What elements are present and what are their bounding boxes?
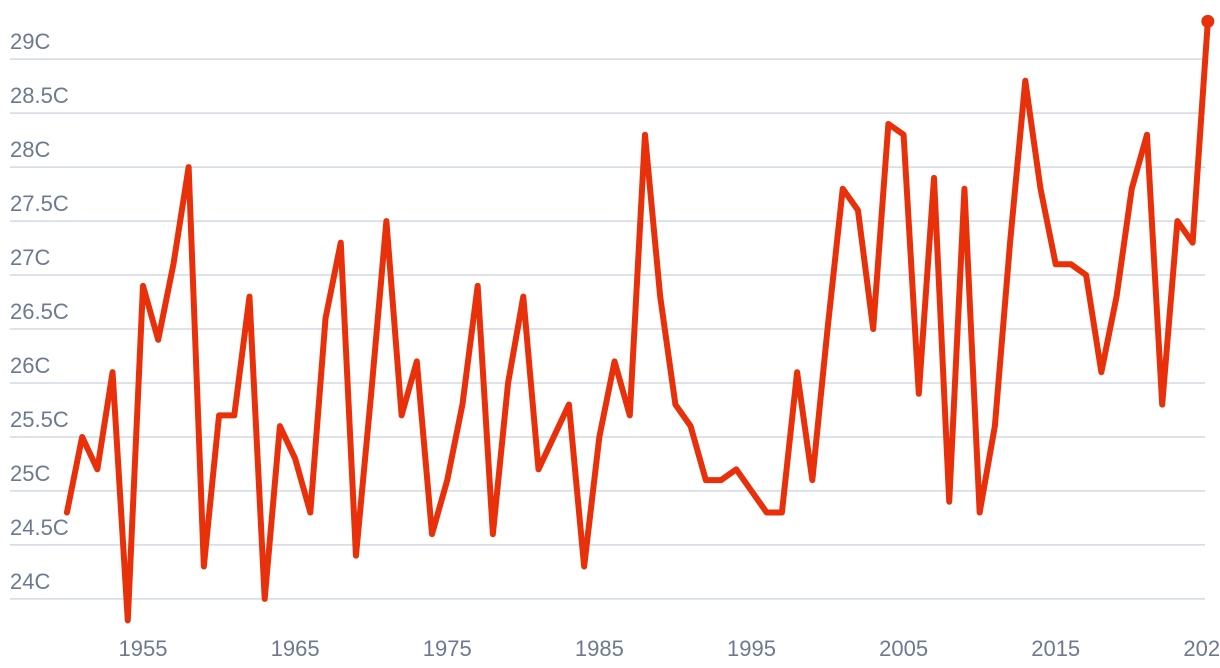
latest-data-point xyxy=(1201,14,1215,28)
y-tick-label: 25C xyxy=(10,461,50,486)
data-points xyxy=(1201,14,1215,28)
x-tick-label: 1995 xyxy=(727,636,776,661)
x-tick-label: 1975 xyxy=(423,636,472,661)
x-tick-label: 1955 xyxy=(119,636,168,661)
y-tick-label: 27.5C xyxy=(10,191,69,216)
y-tick-label: 29C xyxy=(10,29,50,54)
x-tick-label: 1985 xyxy=(575,636,624,661)
x-tick-label: 1965 xyxy=(271,636,320,661)
x-axis-tick-labels: 1955 1965 1975 1985 1995 2005 2015 2025 xyxy=(119,636,1220,661)
y-tick-label: 25.5C xyxy=(10,407,69,432)
x-tick-label: 2025 xyxy=(1183,636,1220,661)
y-tick-label: 27C xyxy=(10,245,50,270)
y-axis-tick-labels: 24C 24.5C 25C 25.5C 26C 26.5C 27C 27.5C 28C 28.5C… xyxy=(10,29,69,594)
y-tick-label: 26C xyxy=(10,353,50,378)
y-tick-label: 28.5C xyxy=(10,83,69,108)
x-tick-label: 2015 xyxy=(1031,636,1080,661)
y-tick-label: 26.5C xyxy=(10,299,69,324)
y-tick-label: 28C xyxy=(10,137,50,162)
y-tick-label: 24.5C xyxy=(10,515,69,540)
gridlines xyxy=(10,58,1205,600)
y-tick-label: 24C xyxy=(10,569,50,594)
x-tick-label: 2005 xyxy=(879,636,928,661)
series-line xyxy=(63,18,1211,624)
